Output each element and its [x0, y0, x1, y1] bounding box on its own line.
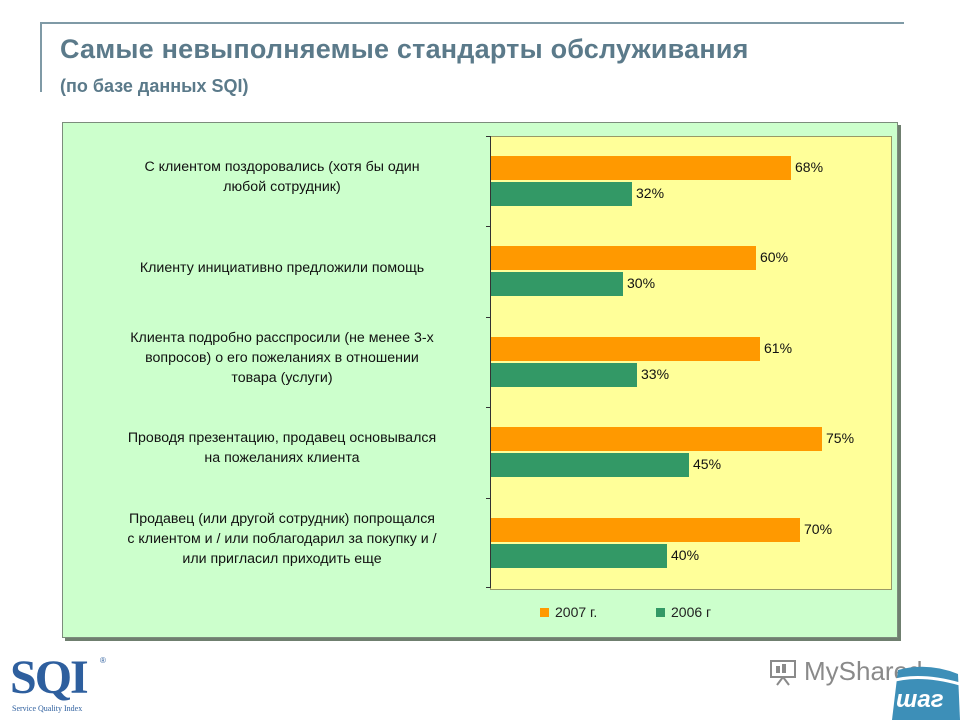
axis-tick [486, 407, 491, 408]
category-label-line: Клиента подробно расспросили (не менее 3… [130, 330, 434, 346]
category-label-line: С клиентом поздоровались (хотя бы один [144, 159, 420, 175]
data-label-s2006: 32% [636, 185, 665, 201]
category-label-line: Клиенту инициативно предложили помощь [139, 260, 425, 276]
category-label: Проводя презентацию, продавец основывалс… [82, 428, 482, 468]
bar-s2007 [491, 156, 791, 180]
category-label-line: товара (услуги) [231, 370, 333, 386]
category-label-line: любой сотрудник) [223, 179, 341, 195]
bar-s2007 [491, 246, 756, 270]
data-label-s2007: 75% [826, 430, 855, 446]
data-label-s2006: 45% [693, 456, 722, 472]
sqi-registered-mark: ® [100, 656, 106, 665]
bar-s2006 [491, 272, 623, 296]
category-label-line: на пожеланиях клиента [204, 450, 360, 466]
data-label-s2006: 33% [641, 366, 670, 382]
category-label-line: вопросов) о его пожеланиях в отношении [145, 350, 419, 366]
bar-s2006 [491, 544, 667, 568]
axis-tick [486, 136, 491, 137]
sqi-logo: SQI [10, 651, 89, 704]
data-label-s2007: 61% [764, 340, 793, 356]
bar-s2006 [491, 363, 637, 387]
axis-tick [486, 317, 491, 318]
slide-subtitle: (по базе данных SQI) [60, 76, 249, 96]
category-label: Клиенту инициативно предложили помощь [82, 258, 482, 278]
data-label-s2007: 70% [804, 521, 833, 537]
category-axis [490, 136, 491, 588]
frame-line-vertical [40, 22, 42, 92]
frame-line-horizontal [40, 22, 904, 24]
data-label-s2007: 68% [795, 159, 824, 175]
bar-s2007 [491, 427, 822, 451]
legend-label-2007: 2007 г. [555, 604, 598, 620]
bar-s2006 [491, 182, 632, 206]
category-label: С клиентом поздоровались (хотя бы один лю… [82, 157, 482, 197]
sqi-logo-subtitle: Service Quality Index [12, 704, 83, 713]
data-label-s2006: 30% [627, 275, 656, 291]
category-label-line: Продавец (или другой сотрудник) попрощал… [129, 511, 435, 527]
category-label-line: с клиентом и / или поблагодарил за покуп… [127, 531, 437, 547]
axis-tick [486, 498, 491, 499]
legend-label-2006: 2006 г [671, 604, 712, 620]
axis-tick [486, 587, 491, 588]
legend-swatch-2006 [656, 607, 665, 617]
category-label: Клиента подробно расспросили (не менее 3… [82, 328, 482, 388]
category-label-line: или пригласил приходить еще [182, 551, 382, 567]
category-label-line: Проводя презентацию, продавец основывалс… [127, 430, 437, 446]
axis-tick [486, 226, 491, 227]
data-label-s2007: 60% [760, 249, 789, 265]
legend-item-2007: 2007 г. [540, 604, 597, 620]
presentation-icon [770, 659, 796, 686]
bar-s2007 [491, 518, 800, 542]
category-label: Продавец (или другой сотрудник) попрощал… [82, 509, 482, 569]
shag-logo-text: шаг [896, 686, 944, 713]
shag-logo-shape [888, 666, 960, 720]
slide-title: Самые невыполняемые стандарты обслуживан… [60, 34, 749, 64]
legend-item-2006: 2006 г [656, 604, 711, 620]
bar-s2006 [491, 453, 689, 477]
data-label-s2006: 40% [671, 547, 700, 563]
legend-swatch-2007 [540, 607, 549, 617]
bar-s2007 [491, 337, 760, 361]
